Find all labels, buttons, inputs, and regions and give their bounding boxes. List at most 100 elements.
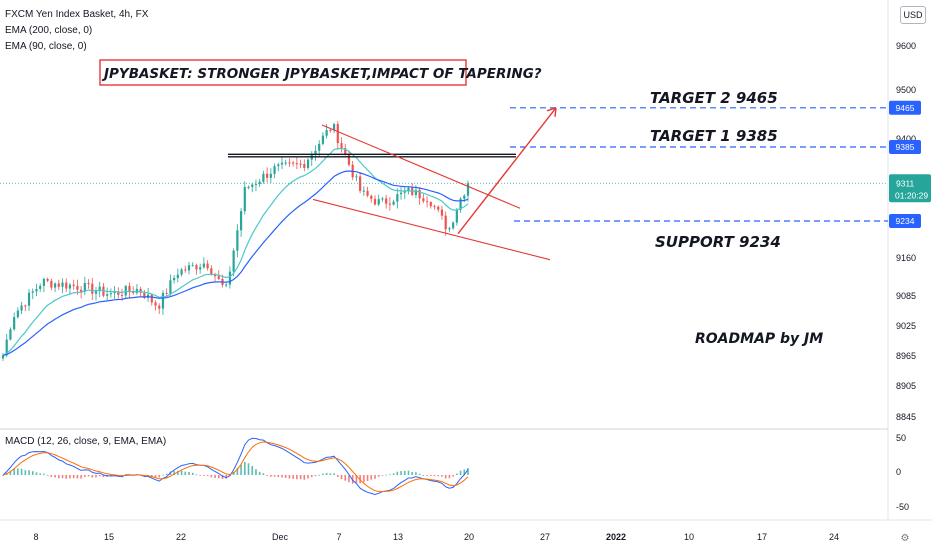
candle-body: [303, 164, 306, 168]
macd-histogram-bar: [377, 475, 380, 477]
macd-histogram-bar: [448, 475, 451, 479]
macd-histogram-bar: [195, 474, 198, 476]
macd-histogram-bar: [322, 473, 324, 475]
candle-body: [347, 154, 351, 165]
macd-histogram-bar: [430, 475, 432, 477]
macd-histogram-bar: [184, 471, 187, 475]
candle-body: [336, 124, 339, 144]
candle-body: [385, 198, 388, 204]
macd-histogram-bar: [456, 473, 458, 475]
macd-histogram-bar: [403, 470, 406, 475]
macd-histogram-bar: [292, 475, 294, 479]
macd-histogram-bar: [31, 471, 34, 475]
countdown-text: 01:20:29: [895, 190, 928, 200]
candle-body: [344, 148, 347, 155]
macd-histogram-bar: [20, 468, 23, 475]
macd-histogram-bar: [296, 475, 298, 480]
settings-icon: ⚙: [901, 533, 910, 544]
macd-histogram-bar: [162, 474, 164, 476]
macd-histogram-bar: [173, 470, 175, 475]
candle-body: [232, 250, 235, 272]
candle-body: [228, 271, 232, 285]
candle-body: [143, 292, 146, 298]
candle-body: [388, 203, 391, 205]
macd-histogram-bar: [80, 475, 82, 479]
candle-body: [173, 278, 176, 281]
candle-body: [414, 189, 418, 195]
ema90-legend: EMA (90, close, 0): [5, 41, 87, 52]
macd-histogram-bar: [255, 469, 257, 475]
macd-histogram-bar: [154, 475, 157, 478]
symbol-legend: FXCM Yen Index Basket, 4h, FX: [5, 9, 149, 20]
macd-histogram-bar: [463, 469, 466, 475]
macd-histogram-bar: [262, 473, 265, 475]
candle-body: [72, 284, 75, 286]
macd-histogram-bar: [76, 475, 79, 479]
macd-histogram-bar: [217, 475, 220, 479]
macd-histogram-bar: [270, 475, 272, 477]
macd-histogram-bar: [344, 475, 347, 481]
candle-body: [407, 187, 410, 192]
candle-body: [150, 294, 153, 303]
macd-tick-label: -50: [896, 502, 909, 512]
price-tick-label: 9025: [896, 321, 916, 331]
candle-body: [448, 228, 451, 230]
macd-histogram-bar: [355, 475, 358, 483]
macd-pane[interactable]: [2, 437, 469, 496]
time-tick-label: 10: [684, 532, 694, 542]
candle-body: [377, 199, 380, 205]
macd-histogram-bar: [180, 470, 183, 475]
macd-histogram-bar: [467, 468, 469, 475]
macd-histogram-bar: [17, 468, 19, 475]
candle-body: [42, 279, 46, 286]
candle-body: [321, 135, 325, 144]
macd-histogram-bar: [422, 474, 425, 476]
candle-body: [280, 162, 284, 165]
time-tick-label: 7: [336, 532, 341, 542]
candle-body: [61, 282, 64, 287]
candle-body: [295, 163, 298, 165]
time-tick-label: Dec: [272, 532, 289, 542]
macd-histogram-bar: [329, 473, 332, 475]
candle-body: [83, 283, 86, 292]
candle-body: [396, 194, 399, 202]
macd-histogram-bar: [374, 475, 376, 479]
signal-line: [2, 441, 469, 493]
candle-body: [266, 173, 269, 178]
currency-button[interactable]: USD: [900, 6, 926, 24]
macd-histogram-bar: [221, 475, 224, 479]
macd-histogram-bar: [61, 475, 64, 479]
candle-body: [154, 302, 157, 306]
macd-histogram-bar: [385, 474, 387, 476]
macd-histogram-bar: [203, 475, 205, 476]
macd-histogram-bar: [165, 473, 168, 475]
price-pane[interactable]: [1, 121, 470, 362]
macd-histogram-bar: [247, 463, 250, 475]
macd-histogram-bar: [325, 472, 328, 475]
candle-body: [180, 269, 183, 275]
candle-body: [27, 292, 31, 306]
macd-histogram-bar: [244, 461, 246, 475]
macd-histogram-bar: [24, 470, 27, 475]
candle-body: [202, 263, 205, 268]
candle-body: [176, 274, 179, 279]
macd-histogram-bar: [2, 475, 4, 476]
candle-body: [1, 355, 5, 359]
price-tick-label: 8965: [896, 351, 916, 361]
macd-histogram-bar: [400, 471, 402, 475]
macd-histogram-bar: [314, 475, 317, 477]
candle-body: [76, 285, 79, 290]
macd-histogram-bar: [50, 475, 53, 477]
candle-body: [195, 265, 198, 270]
candle-body: [80, 289, 83, 292]
macd-histogram-bar: [303, 475, 306, 480]
ema200-legend: EMA (200, close, 0): [5, 25, 93, 36]
macd-histogram-bar: [210, 475, 213, 478]
candle-body: [158, 305, 161, 309]
candle-body: [399, 192, 403, 195]
time-tick-label: 13: [393, 532, 403, 542]
